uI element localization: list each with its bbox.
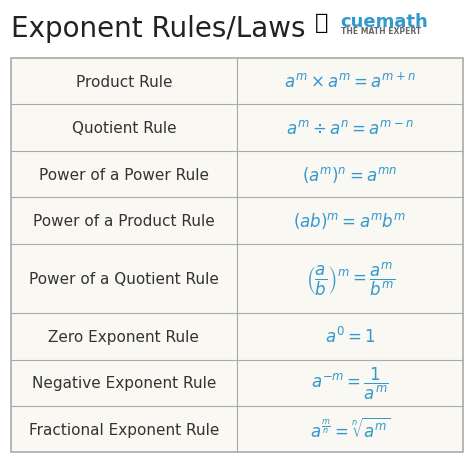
Text: Quotient Rule: Quotient Rule — [72, 121, 176, 136]
Text: $(a^m)^n = a^{mn}$: $(a^m)^n = a^{mn}$ — [302, 165, 398, 185]
Text: $a^0 = 1$: $a^0 = 1$ — [325, 327, 375, 347]
Text: Power of a Quotient Rule: Power of a Quotient Rule — [29, 271, 219, 286]
Text: cuemath: cuemath — [341, 13, 428, 31]
Text: 🚀: 🚀 — [315, 13, 328, 33]
Text: $\left(\dfrac{a}{b}\right)^m = \dfrac{a^m}{b^m}$: $\left(\dfrac{a}{b}\right)^m = \dfrac{a^… — [306, 260, 395, 297]
Text: Product Rule: Product Rule — [76, 75, 172, 89]
FancyBboxPatch shape — [11, 59, 463, 452]
Text: Power of a Power Rule: Power of a Power Rule — [39, 167, 209, 182]
Text: $a^{\frac{m}{n}} = \sqrt[n]{a^m}$: $a^{\frac{m}{n}} = \sqrt[n]{a^m}$ — [310, 417, 391, 441]
Text: Zero Exponent Rule: Zero Exponent Rule — [48, 329, 200, 344]
Text: Exponent Rules/Laws: Exponent Rules/Laws — [11, 15, 305, 43]
Text: THE MATH EXPERT: THE MATH EXPERT — [341, 27, 421, 36]
Text: $(ab)^m = a^m b^m$: $(ab)^m = a^m b^m$ — [293, 211, 407, 231]
Text: $a^m \div a^n = a^{m-n}$: $a^m \div a^n = a^{m-n}$ — [286, 119, 414, 138]
Text: $a^m \times a^m = a^{m+n}$: $a^m \times a^m = a^{m+n}$ — [284, 72, 416, 92]
Text: Power of a Product Rule: Power of a Product Rule — [33, 213, 215, 228]
Text: Negative Exponent Rule: Negative Exponent Rule — [32, 375, 216, 390]
Text: $a^{-m} = \dfrac{1}{a^m}$: $a^{-m} = \dfrac{1}{a^m}$ — [311, 365, 389, 401]
Text: Fractional Exponent Rule: Fractional Exponent Rule — [29, 422, 219, 437]
